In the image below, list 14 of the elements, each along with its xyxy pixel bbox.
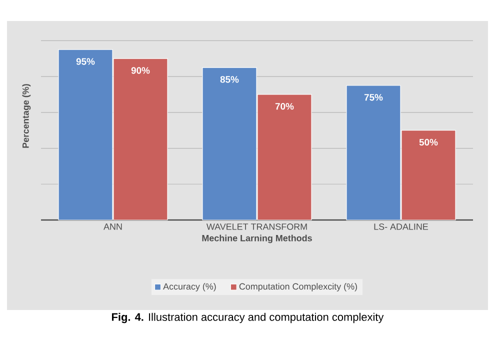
x-tick-label: WAVELET TRANSFORM — [206, 224, 307, 230]
x-tick-label: LS- ADALINE — [374, 224, 428, 230]
data-label: 85% — [220, 76, 239, 83]
x-axis-title: Mechine Larning Methods — [202, 234, 312, 244]
x-tick-label: ANN — [104, 224, 122, 230]
legend-label: Accuracy (%) — [163, 283, 216, 292]
y-axis-title: Percentage (%) — [22, 84, 31, 148]
data-label: 95% — [76, 58, 95, 65]
data-label: 90% — [131, 67, 150, 74]
data-label: 75% — [364, 94, 383, 101]
data-label: 70% — [275, 102, 294, 110]
data-label: 50% — [419, 138, 438, 146]
legend-label: Computation Complexcity (%) — [239, 283, 357, 292]
text: Fig. 4. Illustration accuracy and computation complexity — [112, 312, 384, 324]
